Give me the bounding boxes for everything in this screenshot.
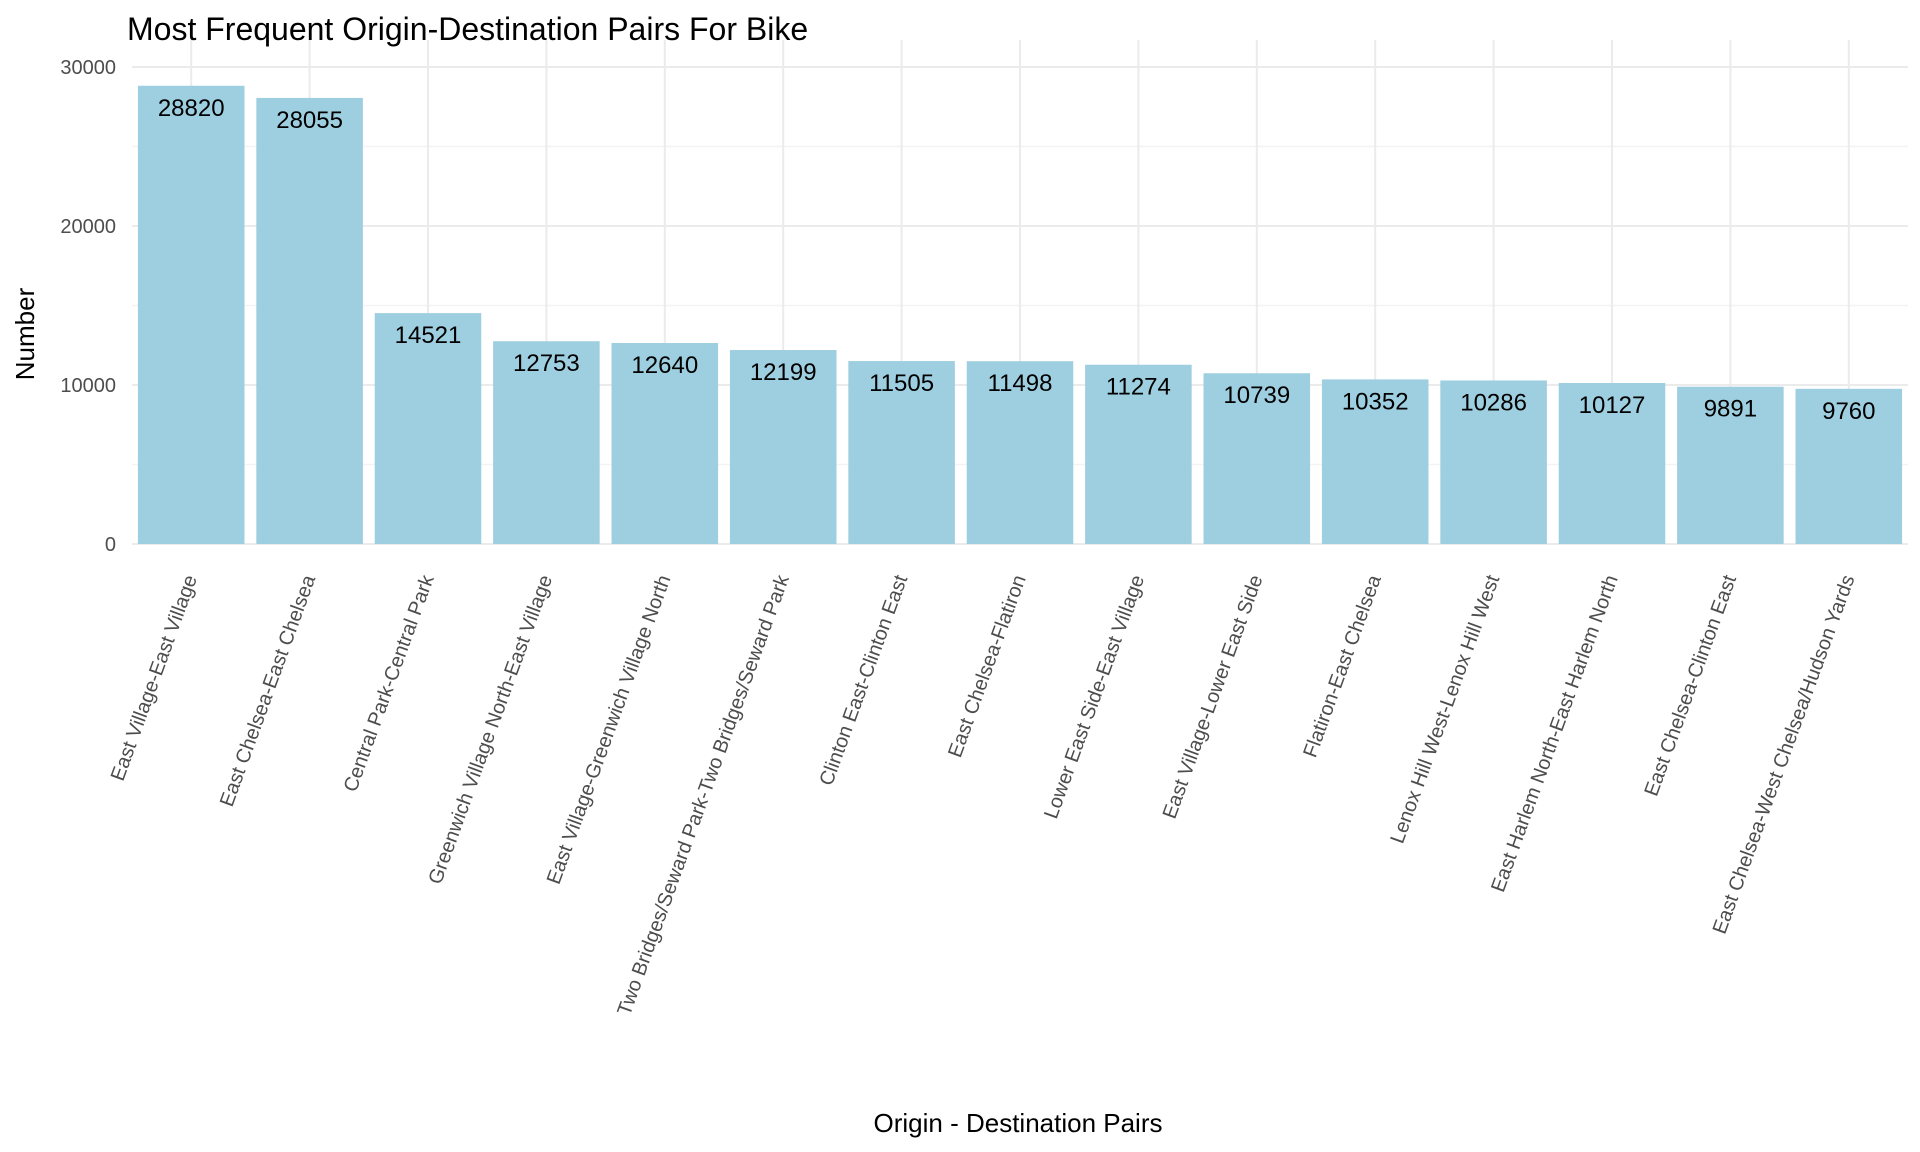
bar [1677,386,1784,544]
bar [1203,373,1311,544]
x-tick-label: Clinton East-Clinton East [816,572,913,789]
bar [1321,379,1429,544]
x-tick-label: East Chelsea-East Chelsea [216,571,321,809]
y-tick-label: 0 [105,534,116,556]
y-axis-title: Number [10,287,40,380]
x-tick-label: East Village-East Village [107,572,202,784]
bar [1558,382,1666,544]
bar-value-label: 10286 [1460,389,1527,416]
bar-value-label: 11274 [1106,374,1171,401]
bar-value-label: 14521 [395,322,462,349]
y-axis-ticks: 0 10000 20000 30000 [60,57,116,556]
x-tick-label: East Chelsea-Clinton East [1641,572,1742,799]
bars [137,85,1903,545]
bar [1440,380,1547,544]
bar [137,85,245,545]
x-tick-label: East Village-Greenwich Village North [543,572,676,887]
x-axis-ticks: East Village-East Village East Chelsea-Ea… [107,571,1860,1018]
bar-value-label: 12640 [631,352,698,379]
bar [493,341,600,544]
bar-value-label: 9891 [1704,396,1757,423]
x-tick-label: East Chelsea-Flatiron [944,572,1030,760]
x-tick-label: Lower East Side-East Village [1040,572,1149,822]
bar-value-label: 12753 [513,350,580,377]
x-tick-label: East Chelsea-West Chelsea/Hudson Yards [1709,572,1860,937]
bar-value-label: 10352 [1342,388,1409,415]
bar [729,350,837,544]
bar [1795,388,1903,544]
bar-value-label: 10739 [1223,382,1290,409]
bar [611,343,719,544]
bar-value-labels: 28820 28055 14521 12753 12640 12199 11505 11498… [158,95,1876,425]
bar [966,361,1074,544]
x-tick-label: Lenox Hill West-Lenox Hill West [1387,572,1505,847]
bar [256,97,363,544]
y-tick-label: 20000 [60,216,116,238]
bar-value-label: 28055 [276,107,343,134]
x-tick-label: East Village-Lower East Side [1159,572,1268,822]
x-tick-label: Flatiron-East Chelsea [1299,571,1386,760]
x-axis-title: Origin - Destination Pairs [874,1108,1163,1138]
bar [374,313,482,544]
bar-value-label: 28820 [158,95,225,122]
x-tick-label: Central Park-Central Park [340,571,439,795]
y-tick-label: 10000 [60,375,116,397]
bar-value-label: 11498 [988,370,1053,397]
x-tick-label: East Harlem North-East Harlem North [1487,572,1622,895]
x-tick-label: Greenwich Village North-East Village [425,572,558,887]
bar-value-label: 12199 [750,359,817,386]
y-tick-label: 30000 [60,57,116,79]
bar [848,361,955,544]
bar-value-label: 11505 [869,370,934,397]
chart-title: Most Frequent Origin-Destination Pairs F… [127,11,808,47]
bar [1085,364,1192,544]
bar-value-label: 10127 [1579,392,1646,419]
bar-value-label: 9760 [1822,398,1875,425]
